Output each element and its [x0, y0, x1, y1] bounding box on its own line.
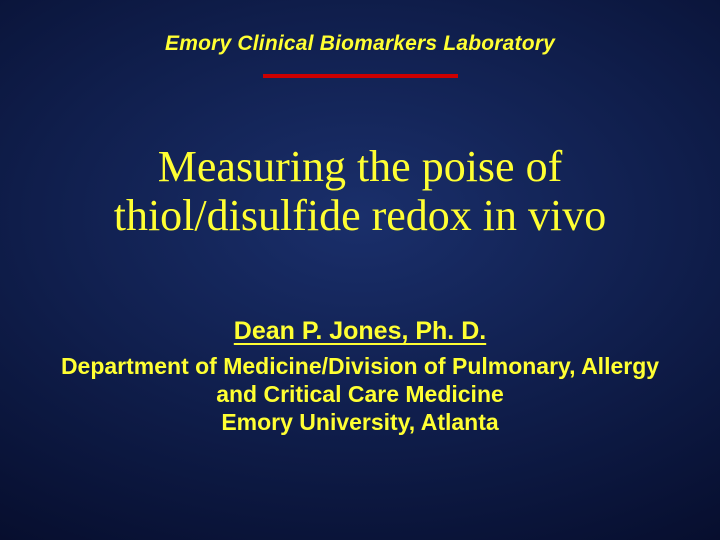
title-line-1: Measuring the poise of — [158, 142, 562, 191]
affil-line-2: and Critical Care Medicine — [216, 381, 504, 407]
author-name: Dean P. Jones, Ph. D. — [0, 317, 720, 346]
divider-rule — [263, 74, 458, 78]
slide-title: Measuring the poise of thiol/disulfide r… — [0, 142, 720, 241]
affil-line-1: Department of Medicine/Division of Pulmo… — [61, 353, 659, 379]
lab-name: Emory Clinical Biomarkers Laboratory — [0, 32, 720, 56]
title-line-2: thiol/disulfide redox in vivo — [114, 191, 607, 240]
affiliation: Department of Medicine/Division of Pulmo… — [0, 352, 720, 436]
title-slide: Emory Clinical Biomarkers Laboratory Mea… — [0, 0, 720, 540]
affil-line-3: Emory University, Atlanta — [221, 409, 498, 435]
